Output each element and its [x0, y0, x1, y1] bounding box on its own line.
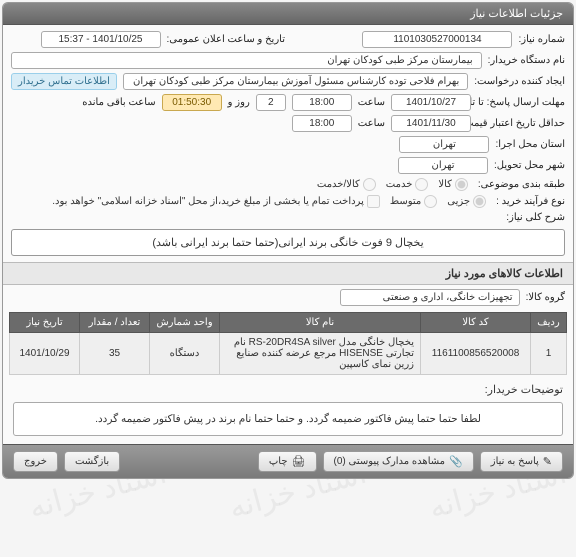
row-need-no: شماره نیاز: 1101030527000134 تاریخ و ساع… [11, 31, 565, 48]
th-unit: واحد شمارش [150, 313, 220, 333]
reply-button[interactable]: ✎ پاسخ به نیاز [480, 451, 563, 472]
radio-kala[interactable] [455, 178, 468, 191]
radio-motavaset[interactable] [424, 195, 437, 208]
opt-kala[interactable]: کالا [438, 178, 468, 191]
th-row: ردیف [531, 313, 567, 333]
row-validity: حداقل تاریخ اعتبار قیمت: تا تاریخ: 1401/… [11, 115, 565, 132]
remain-days-label: روز و [228, 97, 250, 108]
attach-icon: 📎 [449, 455, 463, 468]
exec-city-value: تهران [399, 136, 489, 153]
pay-note-check[interactable]: پرداخت تمام یا بخشی از مبلغ خرید،از محل … [52, 195, 380, 208]
need-detail-label: شرح کلی نیاز: [506, 212, 565, 223]
row-delivery-city: شهر محل تحویل: تهران [11, 157, 565, 174]
buyer-org-label: نام دستگاه خریدار: [488, 55, 565, 66]
table-header-row: ردیف کد کالا نام کالا واحد شمارش تعداد /… [10, 313, 567, 333]
delivery-city-label: شهر محل تحویل: [494, 160, 565, 171]
panel-body: شماره نیاز: 1101030527000134 تاریخ و ساع… [3, 25, 573, 262]
row-group: گروه کالا: تجهیزات خانگی، اداری و صنعتی [3, 285, 573, 310]
radio-kala-khadmat[interactable] [363, 178, 376, 191]
th-name: نام کالا [220, 313, 421, 333]
reply-date: 1401/10/27 [391, 94, 471, 111]
buyer-note-block: توضیحات خریدار: لطفا حتما حتما پیش فاکتو… [3, 375, 573, 444]
buyer-note-box: لطفا حتما حتما پیش فاکتور ضمیمه گردد. و … [13, 402, 563, 436]
cell-name: یخچال خانگی مدل RS-20DR4SA silver نام تج… [220, 333, 421, 375]
opt-khadmat[interactable]: خدمت [386, 178, 429, 191]
footer-spacer [126, 451, 252, 472]
row-reply-deadline: مهلت ارسال پاسخ: تا تاریخ: 1401/10/27 سا… [11, 94, 565, 111]
contact-link[interactable]: اطلاعات تماس خریدار [11, 73, 117, 90]
reply-time: 18:00 [292, 94, 352, 111]
need-no-value: 1101030527000134 [362, 31, 512, 48]
delivery-city-value: تهران [398, 157, 488, 174]
opt-motavaset[interactable]: متوسط [390, 195, 437, 208]
row-process: نوع فرآیند خرید : جزیی متوسط پرداخت تمام… [11, 195, 565, 208]
row-requester: ایجاد کننده درخواست: بهرام فلاحی توده کا… [11, 73, 565, 90]
reply-icon: ✎ [543, 455, 552, 468]
validity-label: حداقل تاریخ اعتبار قیمت: تا تاریخ: [477, 118, 565, 129]
validity-date: 1401/11/30 [391, 115, 471, 132]
requester-label: ایجاد کننده درخواست: [474, 76, 565, 87]
radio-joze[interactable] [473, 195, 486, 208]
items-table: ردیف کد کالا نام کالا واحد شمارش تعداد /… [9, 312, 567, 375]
remain-time: 01:50:30 [162, 94, 222, 111]
items-section-title: اطلاعات کالاهای مورد نیاز [3, 262, 573, 285]
details-panel: جزئیات اطلاعات نیاز شماره نیاز: 11010305… [2, 2, 574, 479]
need-no-label: شماره نیاز: [518, 34, 565, 45]
opt-joze[interactable]: جزیی [447, 195, 486, 208]
print-icon: 🖨 [292, 455, 306, 468]
cell-unit: دستگاه [150, 333, 220, 375]
opt-kala-khadmat[interactable]: کالا/خدمت [317, 178, 376, 191]
checkbox-pay[interactable] [367, 195, 380, 208]
subject-group-label: طبقه بندی موضوعی: [478, 179, 565, 190]
buyer-note-label: توضیحات خریدار: [13, 383, 563, 396]
cell-date: 1401/10/29 [10, 333, 80, 375]
time-label-1: ساعت [358, 97, 385, 108]
announce-label: تاریخ و ساعت اعلان عمومی: [167, 34, 286, 45]
exit-button[interactable]: خروج [13, 451, 58, 472]
row-exec-city: استان محل اجرا: تهران [11, 136, 565, 153]
remain-days: 2 [256, 94, 286, 111]
attachments-button[interactable]: 📎 مشاهده مدارک پیوستی (0) [323, 451, 474, 472]
remain-suffix: ساعت باقی مانده [82, 97, 155, 108]
row-subject-group: طبقه بندی موضوعی: کالا خدمت کالا/خدمت [11, 178, 565, 191]
cell-num: 1 [531, 333, 567, 375]
back-button[interactable]: بازگشت [64, 451, 120, 472]
announce-value: 1401/10/25 - 15:37 [41, 31, 161, 48]
table-row: 1 1161100856520008 یخچال خانگی مدل RS-20… [10, 333, 567, 375]
print-button[interactable]: 🖨 چاپ [258, 451, 317, 472]
buyer-org-value: بیمارستان مرکز طبی کودکان تهران [11, 52, 482, 69]
group-value: تجهیزات خانگی، اداری و صنعتی [340, 289, 520, 306]
pay-note: پرداخت تمام یا بخشی از مبلغ خرید،از محل … [52, 196, 364, 207]
row-need-detail: شرح کلی نیاز: [11, 212, 565, 223]
need-detail-box: یخچال 9 فوت خانگی برند ایرانی(حتما حتما … [11, 229, 565, 256]
exec-city-label: استان محل اجرا: [495, 139, 565, 150]
process-label: نوع فرآیند خرید : [496, 196, 565, 207]
th-code: کد کالا [421, 313, 531, 333]
panel-title: جزئیات اطلاعات نیاز [3, 3, 573, 25]
requester-value: بهرام فلاحی توده کارشناس مسئول آموزش بیم… [123, 73, 468, 90]
cell-code: 1161100856520008 [421, 333, 531, 375]
cell-qty: 35 [80, 333, 150, 375]
th-qty: تعداد / مقدار [80, 313, 150, 333]
validity-time: 18:00 [292, 115, 352, 132]
group-label: گروه کالا: [526, 292, 565, 303]
radio-khadmat[interactable] [415, 178, 428, 191]
time-label-2: ساعت [358, 118, 385, 129]
reply-deadline-label: مهلت ارسال پاسخ: تا تاریخ: [477, 97, 565, 108]
th-date: تاریخ نیاز [10, 313, 80, 333]
row-buyer-org: نام دستگاه خریدار: بیمارستان مرکز طبی کو… [11, 52, 565, 69]
footer-bar: ✎ پاسخ به نیاز 📎 مشاهده مدارک پیوستی (0)… [3, 444, 573, 478]
